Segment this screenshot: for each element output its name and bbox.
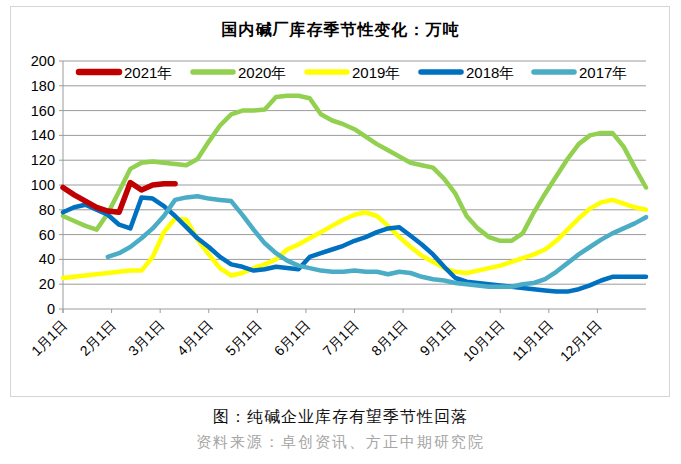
legend-label: 2021年 [124, 64, 172, 81]
y-tick-label: 40 [39, 251, 55, 267]
y-tick-label: 0 [47, 301, 55, 317]
x-tick-label: 4月1日 [174, 317, 216, 359]
x-tick-label: 11月1日 [509, 317, 556, 364]
y-tick-label: 200 [31, 53, 55, 69]
chart-canvas: 国内碱厂库存季节性变化：万吨 0204060801001201401601802… [0, 0, 681, 464]
legend-item-2021年: 2021年 [79, 64, 172, 81]
x-tick-label: 6月1日 [271, 317, 313, 359]
y-tick-label: 160 [31, 103, 55, 119]
series-line-2020年 [63, 96, 646, 241]
x-tick-label: 2月1日 [77, 317, 119, 359]
x-tick-label: 5月1日 [222, 317, 264, 359]
legend-label: 2020年 [238, 64, 286, 81]
legend-item-2020年: 2020年 [193, 64, 286, 81]
legend-label: 2019年 [352, 64, 400, 81]
legend-label: 2018年 [466, 64, 514, 81]
x-tick-label: 1月1日 [28, 317, 70, 359]
y-tick-label: 120 [31, 152, 55, 168]
x-axis: 1月1日2月1日3月1日4月1日5月1日6月1日7月1日8月1日9月1日10月1… [28, 309, 605, 364]
legend-item-2018年: 2018年 [421, 64, 514, 81]
x-tick-label: 7月1日 [319, 317, 361, 359]
figure-caption: 图：纯碱企业库存有望季节性回落 [0, 407, 681, 428]
x-tick-label: 12月1日 [557, 317, 605, 365]
y-tick-label: 80 [39, 202, 55, 218]
x-tick-label: 10月1日 [460, 317, 508, 365]
y-tick-label: 180 [31, 78, 55, 94]
x-tick-label: 9月1日 [417, 317, 459, 359]
chart-legend: 2021年 2020年 2019年 2018年 2017年 [79, 64, 627, 81]
legend-item-2017年: 2017年 [534, 64, 627, 81]
y-tick-label: 140 [31, 127, 55, 143]
y-tick-label: 20 [39, 276, 55, 292]
series-line-2018年 [63, 197, 646, 291]
y-tick-label: 60 [39, 227, 55, 243]
y-tick-label: 100 [31, 177, 55, 193]
x-tick-label: 8月1日 [368, 317, 410, 359]
source-note: 资料来源：卓创资讯、方正中期研究院 [0, 433, 681, 452]
x-tick-label: 3月1日 [125, 317, 167, 359]
legend-label: 2017年 [579, 64, 627, 81]
legend-item-2019年: 2019年 [307, 64, 400, 81]
seasonal-inventory-line-chart: 0 20 40 60 80 100 120 140 160 180 200 1月1日2月1日3月1日4… [0, 0, 681, 400]
